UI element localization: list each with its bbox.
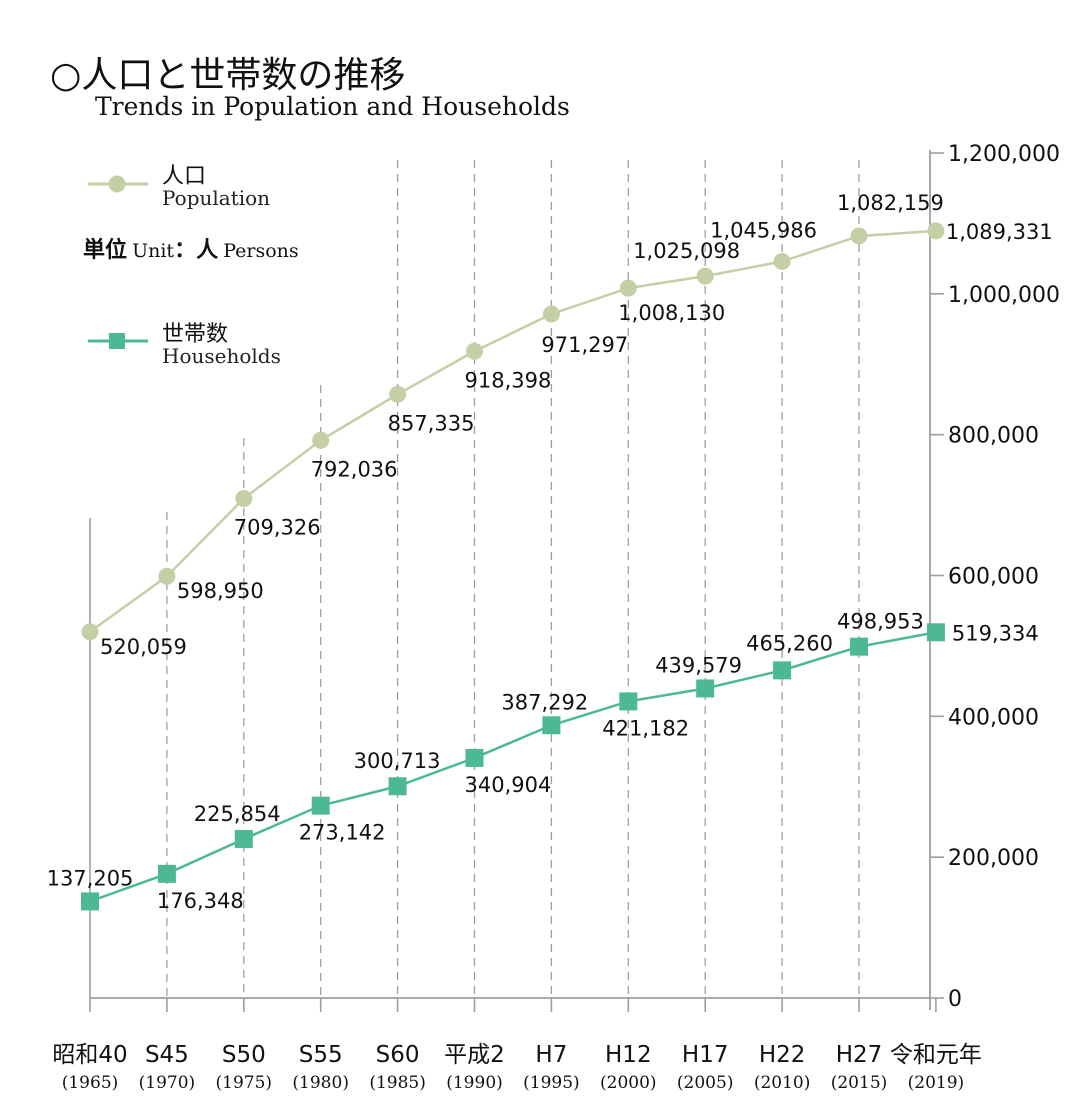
unit-label-jp: 単位: [83, 238, 128, 263]
x-tick-year: (1995): [523, 1073, 580, 1093]
population-point: [158, 567, 176, 585]
population-data-label: 792,036: [311, 457, 398, 481]
households-data-label: 273,142: [299, 821, 386, 845]
x-tick-label: H12: [605, 1042, 652, 1068]
population-point: [696, 267, 714, 285]
households-point: [542, 716, 561, 735]
households-data-label: 340,904: [465, 773, 552, 797]
x-tick-year: (2010): [754, 1073, 811, 1093]
population-point: [619, 279, 637, 297]
population-point: [235, 490, 253, 508]
x-tick-label: H22: [759, 1042, 806, 1068]
x-tick-year: (1975): [216, 1073, 273, 1093]
x-tick-year: (2019): [908, 1073, 965, 1093]
legend-population-label-en: Population: [162, 186, 271, 210]
households-point: [157, 864, 176, 883]
x-tick-label: H7: [535, 1042, 567, 1068]
households-point: [465, 748, 484, 767]
x-tick-label: 令和元年: [890, 1042, 982, 1068]
population-point: [466, 342, 483, 360]
legend-households-marker: [109, 333, 125, 349]
population-point: [927, 222, 945, 240]
population-data-label: 598,950: [177, 579, 264, 603]
legend-households-label-en: Households: [162, 344, 281, 368]
chart-title: ○人口と世帯数の推移: [50, 55, 406, 96]
population-data-label: 1,082,159: [837, 191, 944, 215]
households-data-label: 137,205: [47, 866, 134, 890]
households-data-label: 421,182: [602, 716, 689, 740]
y-tick-label: 0: [948, 987, 962, 1012]
population-data-label: 1,089,331: [946, 220, 1053, 244]
households-point: [773, 661, 792, 680]
population-point: [850, 227, 868, 245]
households-point: [850, 637, 868, 656]
x-tick-year: (1990): [446, 1073, 503, 1093]
x-tick-label: S45: [145, 1042, 189, 1068]
households-data-label: 300,713: [354, 749, 441, 773]
x-tick-year: (1985): [369, 1073, 426, 1093]
x-tick-year: (2000): [600, 1073, 657, 1093]
y-tick-label: 200,000: [948, 846, 1039, 871]
households-point: [388, 777, 407, 796]
households-point: [234, 829, 253, 848]
chart-subtitle: Trends in Population and Households: [95, 92, 570, 121]
population-point: [542, 305, 560, 323]
unit-value-en: Persons: [223, 240, 299, 262]
x-tick-year: (2005): [677, 1073, 734, 1093]
unit-value-jp: 人: [196, 238, 219, 263]
households-data-label: 519,334: [952, 621, 1039, 645]
population-data-label: 520,059: [100, 635, 187, 659]
unit-label-en: Unit: [132, 240, 175, 262]
households-data-label: 387,292: [501, 690, 588, 714]
households-data-label: 498,953: [837, 610, 924, 634]
y-tick-label: 600,000: [948, 565, 1039, 590]
x-tick-label: 平成2: [444, 1042, 505, 1068]
x-tick-year: (1970): [139, 1073, 196, 1093]
households-data-label: 225,854: [194, 802, 281, 826]
x-tick-label: S60: [376, 1042, 420, 1068]
x-tick-label: H17: [682, 1042, 729, 1068]
households-data-label: 439,579: [655, 653, 742, 677]
x-tick-year: (2015): [831, 1073, 888, 1093]
population-point: [389, 385, 407, 403]
legend-households-label-jp: 世帯数: [162, 322, 229, 347]
households-line: [89, 631, 937, 903]
population-point: [773, 252, 791, 270]
households-point: [81, 892, 99, 911]
x-tick-year: (1965): [62, 1073, 119, 1093]
population-data-label: 857,335: [388, 411, 475, 435]
y-tick-label: 1,200,000: [948, 142, 1060, 167]
x-tick-label: H27: [836, 1042, 883, 1068]
households-point: [311, 796, 330, 815]
population-line: [89, 229, 936, 633]
households-point: [619, 692, 638, 711]
population-data-label: 971,297: [541, 333, 628, 357]
households-point: [696, 679, 715, 698]
y-tick-label: 1,000,000: [948, 283, 1060, 308]
population-data-label: 918,398: [465, 368, 552, 392]
population-point: [81, 623, 99, 641]
x-tick-label: S50: [222, 1042, 266, 1068]
x-tick-label: 昭和40: [52, 1042, 127, 1068]
households-data-label: 176,348: [157, 889, 244, 913]
x-tick-label: S55: [299, 1042, 343, 1068]
households-data-label: 465,260: [746, 631, 833, 655]
population-data-label: 1,025,098: [633, 239, 740, 263]
unit-separator: ：: [174, 238, 197, 263]
households-point: [926, 623, 945, 642]
population-data-label: 709,326: [234, 516, 321, 540]
y-tick-label: 400,000: [948, 705, 1039, 730]
unit-note: 単位 Unit：人 Persons: [83, 232, 299, 264]
legend-population-label-jp: 人口: [162, 164, 207, 189]
y-tick-label: 800,000: [948, 424, 1039, 449]
population-data-label: 1,008,130: [618, 301, 725, 325]
population-point: [312, 431, 330, 449]
legend-population-marker: [108, 175, 126, 193]
x-tick-year: (1980): [292, 1073, 349, 1093]
population-data-label: 1,045,986: [710, 218, 817, 242]
